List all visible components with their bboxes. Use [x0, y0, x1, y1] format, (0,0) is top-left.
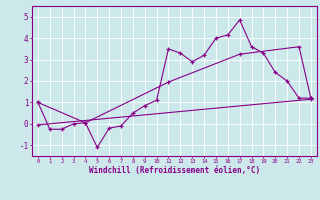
X-axis label: Windchill (Refroidissement éolien,°C): Windchill (Refroidissement éolien,°C) [89, 166, 260, 175]
